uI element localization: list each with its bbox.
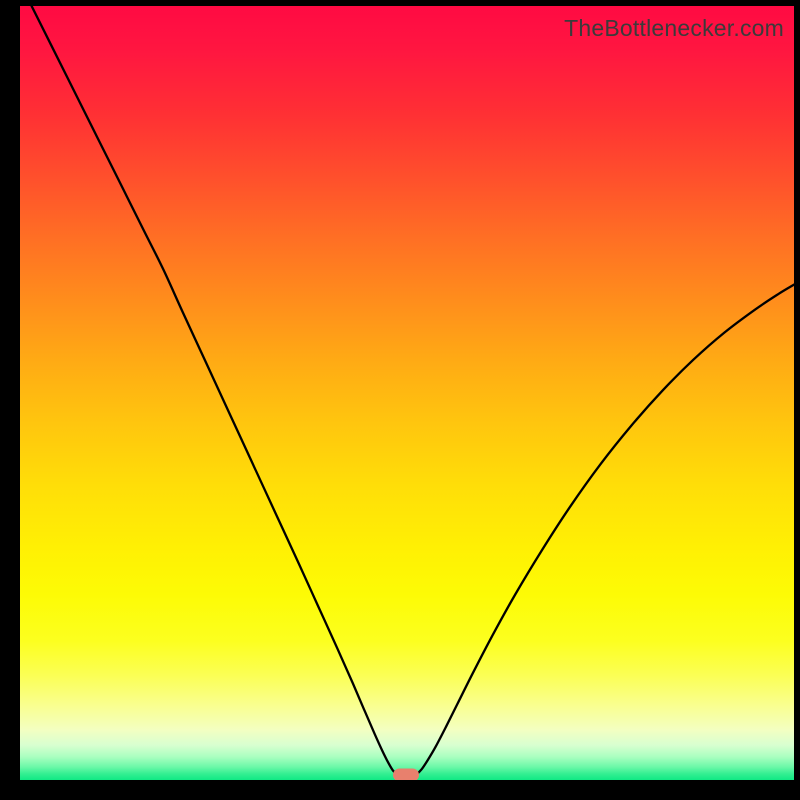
bottleneck-curve-path: [20, 6, 794, 779]
curve-layer: [20, 6, 794, 780]
optimum-marker: [393, 769, 419, 780]
plot-area: TheBottlenecker.com: [20, 6, 794, 780]
watermark-text: TheBottlenecker.com: [564, 15, 784, 42]
